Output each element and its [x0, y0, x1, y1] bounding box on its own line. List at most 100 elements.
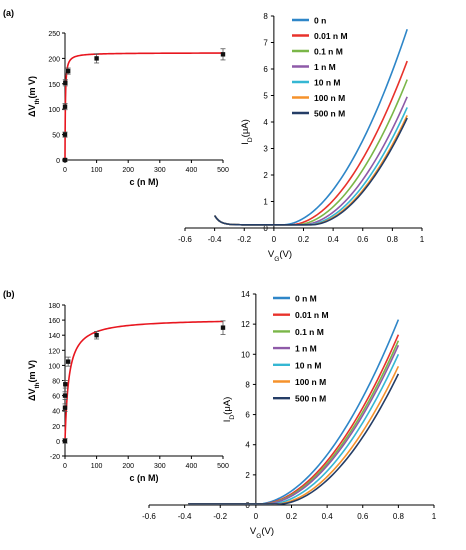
- inset-y-tick-label: 0: [56, 158, 60, 165]
- main-x-tick-label: 1: [432, 512, 437, 521]
- legend: 0 n M 0.01 n M 0.1 n M 1 n M 10 n M 100 n M 50…: [273, 294, 329, 404]
- main-y-tick-label: 4: [263, 118, 268, 127]
- panel-label: (a): [3, 8, 14, 18]
- inset-x-tick-label: 400: [186, 167, 198, 174]
- main-chart: -0.6 -0.4 -0.2 0 0.2 0.4 0.6 0.8 102468101214VG(…: [142, 290, 437, 540]
- main-y-tick-label: 4: [245, 441, 250, 450]
- inset-x-tick-label: 200: [122, 463, 134, 470]
- inset-data-point: [62, 405, 68, 410]
- legend-label: 1 n M: [314, 62, 336, 72]
- inset-x-tick-label: 200: [122, 167, 134, 174]
- inset-y-tick-label: 60: [52, 394, 60, 401]
- inset-fit-curve: [64, 320, 224, 441]
- inset-y-label: ΔVth(m V): [27, 360, 41, 401]
- inset-data-point: [65, 359, 71, 364]
- main-y-tick-label: 3: [263, 145, 268, 154]
- inset-y-tick-label: 140: [48, 333, 60, 340]
- main-x-tick-label: 0.6: [357, 512, 369, 521]
- legend-label: 0 n M: [295, 294, 317, 304]
- legend-label: 500 n M: [295, 394, 326, 404]
- main-x-tick-label: 0.6: [357, 235, 369, 244]
- main-y-tick-label: 7: [263, 39, 268, 48]
- legend-label: 100 n M: [295, 377, 326, 387]
- main-x-tick-label: 1: [420, 235, 425, 244]
- inset-data-point: [62, 157, 68, 163]
- legend-label: 1 n M: [295, 344, 317, 354]
- legend-label: 500 n M: [314, 109, 345, 119]
- series-line: [188, 365, 400, 506]
- main-y-label: ID(μA): [222, 397, 236, 423]
- series-line: [188, 319, 400, 506]
- inset-y-tick-label: 40: [52, 409, 60, 416]
- series-line: [188, 340, 400, 506]
- inset-x-tick-label: 400: [186, 463, 198, 470]
- main-x-tick-label: 0.4: [322, 512, 334, 521]
- inset-y-tick-label: 20: [52, 424, 60, 431]
- legend-label: 0.01 n M: [295, 310, 329, 320]
- main-x-tick-label: 0.4: [328, 235, 340, 244]
- main-y-tick-label: 0: [263, 224, 268, 233]
- inset-data-point: [62, 393, 68, 398]
- inset-y-tick-label: 80: [52, 379, 60, 386]
- inset-data-point: [220, 52, 226, 57]
- inset-y-tick-label: 150: [48, 82, 60, 89]
- series-line: [188, 373, 400, 505]
- legend-label: 0 n: [314, 16, 326, 26]
- legend-label: 10 n M: [314, 78, 340, 88]
- inset-y-tick-label: 100: [48, 363, 60, 370]
- panel-label: (b): [3, 289, 15, 299]
- inset-x-tick-label: 0: [63, 167, 67, 174]
- main-y-tick-label: 6: [245, 411, 250, 420]
- main-x-tick-label: -0.2: [237, 235, 251, 244]
- inset-y-tick-label: 160: [48, 318, 60, 325]
- main-x-label: VG(V): [250, 526, 274, 540]
- legend-label: 0.1 n M: [314, 47, 343, 57]
- main-x-label: VG(V): [268, 249, 292, 263]
- inset-data-point: [62, 438, 68, 444]
- main-y-tick-label: 6: [263, 65, 268, 74]
- inset-y-tick-label: 180: [48, 303, 60, 310]
- inset-y-tick-label: 50: [52, 133, 60, 140]
- inset-x-tick-label: 300: [154, 167, 166, 174]
- inset-x-tick-label: 100: [91, 167, 103, 174]
- inset-y-tick-label: -20: [50, 454, 60, 461]
- inset-x-tick-label: 500: [217, 463, 229, 470]
- main-x-tick-label: -0.6: [178, 235, 192, 244]
- inset-data-point: [62, 132, 68, 137]
- main-x-tick-label: 0.2: [298, 235, 310, 244]
- main-y-tick-label: 5: [263, 92, 268, 101]
- main-x-tick-label: 0.2: [286, 512, 298, 521]
- inset-x-tick-label: 300: [154, 463, 166, 470]
- inset-chart: 0 50 100 150 200 250 0 100 200 300 400 500 c (n M) ΔV…: [27, 31, 229, 187]
- main-x-tick-label: -0.6: [142, 512, 156, 521]
- main-y-label: ID(μA): [240, 119, 254, 145]
- inset-data-point: [94, 56, 99, 61]
- main-y-tick-label: 2: [245, 471, 250, 480]
- main-y-tick-label: 8: [245, 380, 250, 389]
- main-x-tick-label: 0.8: [393, 512, 405, 521]
- legend-label: 0.1 n M: [295, 327, 324, 337]
- legend-label: 0.01 n M: [314, 31, 348, 41]
- inset-fit-curve: [64, 52, 223, 160]
- inset-y-label: ΔVth(m V): [27, 76, 41, 117]
- series-line: [188, 334, 400, 506]
- main-x-tick-label: -0.4: [178, 512, 192, 521]
- main-y-tick-label: 12: [241, 320, 250, 329]
- inset-x-label: c (n M): [130, 177, 159, 187]
- inset-y-tick-label: 0: [56, 439, 60, 446]
- main-y-tick-label: 10: [241, 350, 250, 359]
- inset-data-point: [63, 80, 68, 85]
- series-line: [213, 79, 408, 226]
- main-x-tick-label: -0.4: [208, 235, 222, 244]
- inset-data-point: [63, 382, 68, 387]
- main-y-tick-label: 2: [263, 171, 268, 180]
- inset-x-tick-label: 0: [63, 463, 67, 470]
- main-x-tick-label: 0.8: [387, 235, 399, 244]
- inset-data-point: [220, 325, 226, 330]
- legend-label: 100 n M: [314, 93, 345, 103]
- main-x-tick-label: 0: [272, 235, 277, 244]
- main-y-tick-label: 8: [263, 12, 268, 21]
